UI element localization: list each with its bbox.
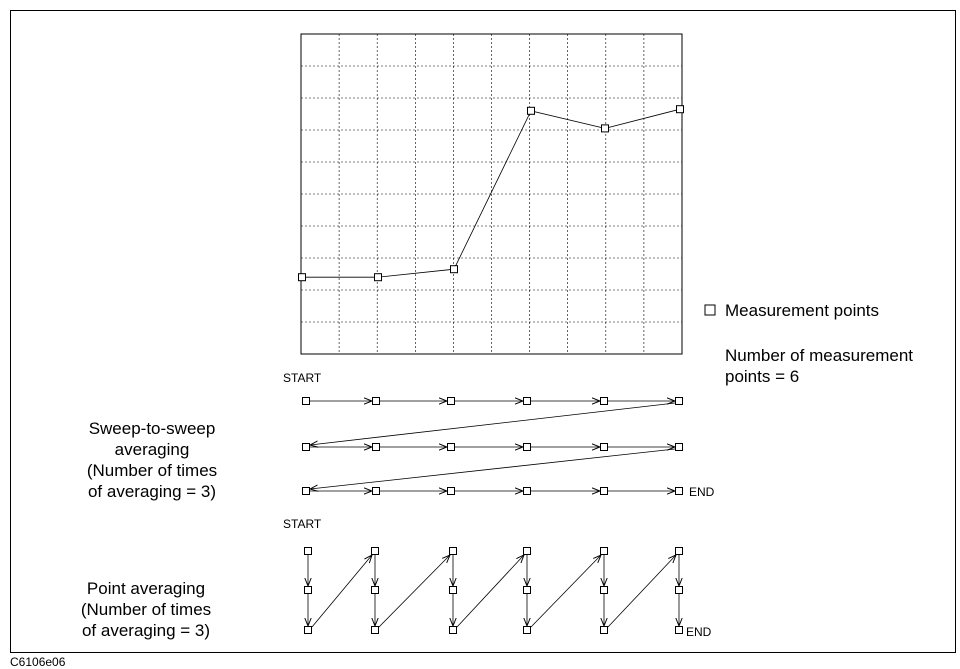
point-sample xyxy=(675,547,683,555)
point-sample xyxy=(304,586,312,594)
point-flow xyxy=(304,547,683,634)
legend-count-line1: Number of measurement xyxy=(725,346,913,365)
measurement-point-icon xyxy=(704,304,716,316)
sweep-return-arrow xyxy=(310,402,676,445)
trace-point xyxy=(374,273,382,282)
point-next-arrow xyxy=(456,555,524,628)
trace-point xyxy=(450,265,458,274)
sweep-point xyxy=(372,397,380,405)
point-title-line1: Point averaging xyxy=(87,579,205,598)
sweep-point xyxy=(447,443,455,451)
sweep-point xyxy=(302,443,310,451)
trace-point xyxy=(527,106,535,115)
point-sample xyxy=(304,626,312,634)
figure-id: C6106e06 xyxy=(10,655,66,669)
sweep-point xyxy=(675,397,683,405)
sweep-point xyxy=(600,443,608,451)
legend-marker-label: Measurement points xyxy=(725,301,879,320)
point-sample xyxy=(675,626,683,634)
sweep-start-label: START xyxy=(283,371,322,385)
sweep-title-line4: of averaging = 3) xyxy=(88,482,216,501)
trace-point xyxy=(298,273,306,282)
point-sample xyxy=(675,586,683,594)
point-title-line3: of averaging = 3) xyxy=(82,621,210,640)
legend: Measurement points Number of measurement… xyxy=(704,301,913,386)
point-sample xyxy=(523,547,531,555)
sweep-point xyxy=(600,397,608,405)
figure-frame xyxy=(10,10,956,653)
point-title-line2: (Number of times xyxy=(81,600,211,619)
point-sample xyxy=(371,547,379,555)
point-sample xyxy=(600,586,608,594)
point-next-arrow xyxy=(530,555,601,628)
sweep-point xyxy=(302,487,310,495)
point-next-arrow xyxy=(378,555,450,628)
sweep-end-label: END xyxy=(689,485,715,499)
trace-chart xyxy=(298,33,684,355)
sweep-title-line2: averaging xyxy=(115,440,190,459)
sweep-return-arrow xyxy=(310,448,676,489)
point-sample xyxy=(449,626,457,634)
trace-line xyxy=(302,108,681,278)
point-next-arrow xyxy=(311,555,372,628)
sweep-point xyxy=(523,443,531,451)
sweep-averaging-section: START END Sweep-to-sweep averaging (Numb… xyxy=(87,371,715,501)
sweep-title-line1: Sweep-to-sweep xyxy=(89,419,216,438)
point-sample xyxy=(371,586,379,594)
sweep-point xyxy=(675,487,683,495)
point-sample xyxy=(371,626,379,634)
point-sample xyxy=(523,626,531,634)
point-averaging-section: START END Point averaging (Number of tim… xyxy=(81,517,712,640)
sweep-point xyxy=(302,397,310,405)
sweep-point xyxy=(372,487,380,495)
sweep-point xyxy=(675,443,683,451)
trace-point xyxy=(601,124,609,133)
sweep-point xyxy=(600,487,608,495)
trace-point xyxy=(676,105,684,114)
point-sample xyxy=(523,586,531,594)
sweep-point xyxy=(447,487,455,495)
sweep-point xyxy=(447,397,455,405)
point-sample xyxy=(449,547,457,555)
point-sample xyxy=(600,547,608,555)
point-end-label: END xyxy=(686,625,712,639)
sweep-title-line3: (Number of times xyxy=(87,461,217,480)
sweep-flow xyxy=(302,397,683,495)
point-start-label: START xyxy=(283,517,322,531)
point-next-arrow xyxy=(607,555,676,628)
legend-count-line2: points = 6 xyxy=(725,367,799,386)
point-sample xyxy=(449,586,457,594)
chart-grid xyxy=(301,34,682,354)
sweep-point xyxy=(523,397,531,405)
point-sample xyxy=(600,626,608,634)
point-sample xyxy=(304,547,312,555)
sweep-point xyxy=(372,443,380,451)
sweep-point xyxy=(523,487,531,495)
trace-points xyxy=(298,105,684,282)
